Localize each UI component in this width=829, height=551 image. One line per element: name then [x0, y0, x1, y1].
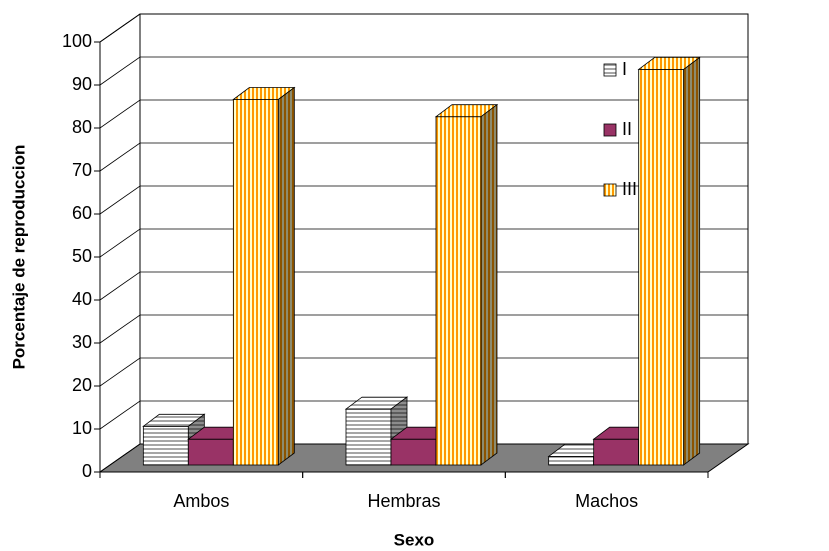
- bar: [637, 56, 701, 466]
- y-tick-label: 80: [72, 117, 92, 137]
- y-axis-title: Porcentaje de reproduccion: [9, 145, 28, 370]
- grid-line: [99, 13, 748, 43]
- bar-side: [277, 86, 295, 466]
- x-tick-label: Ambos: [173, 491, 229, 511]
- grid-line: [99, 271, 748, 301]
- legend-label: II: [622, 119, 632, 139]
- legend-swatch: [603, 183, 617, 197]
- y-tick-label: 40: [72, 289, 92, 309]
- grid-line: [99, 185, 748, 215]
- grid-line: [99, 443, 748, 473]
- grid-line: [99, 99, 748, 129]
- y-tick-label: 20: [72, 375, 92, 395]
- grid-line: [99, 142, 748, 172]
- bar-side: [683, 56, 701, 466]
- bar: [434, 103, 499, 466]
- bar-side: [480, 103, 498, 466]
- y-tick-label: 60: [72, 203, 92, 223]
- bar-front: [232, 99, 279, 466]
- y-tick-label: 0: [82, 461, 92, 481]
- bar-front: [638, 69, 685, 466]
- legend-swatch: [603, 63, 617, 77]
- bar-front: [142, 425, 189, 466]
- bar-front: [345, 408, 392, 466]
- y-tick-label: 50: [72, 246, 92, 266]
- grid-line: [99, 228, 748, 258]
- bar-front: [593, 438, 640, 466]
- bar-shade: [278, 87, 295, 465]
- bar-shade: [481, 104, 497, 465]
- grid-line: [99, 56, 748, 86]
- grid-line: [99, 357, 748, 387]
- grid-line: [99, 314, 748, 344]
- y-tick-label: 100: [62, 31, 92, 51]
- y-tick-label: 90: [72, 74, 92, 94]
- x-tick-label: Machos: [575, 491, 638, 511]
- y-tick-label: 30: [72, 332, 92, 352]
- bar-front: [548, 455, 595, 466]
- legend-label: I: [622, 59, 627, 79]
- bar-front: [187, 438, 234, 466]
- y-tick-label: 70: [72, 160, 92, 180]
- x-axis-title: Sexo: [394, 530, 435, 549]
- grid-line: [99, 400, 748, 430]
- legend-label: III: [622, 179, 637, 199]
- bar-front: [435, 116, 482, 466]
- y-tick-label: 10: [72, 418, 92, 438]
- bar-shade: [683, 57, 700, 466]
- legend-swatch: [603, 123, 617, 137]
- x-tick-label: Hembras: [367, 491, 440, 511]
- bar: [232, 86, 296, 466]
- bar-front: [390, 438, 437, 466]
